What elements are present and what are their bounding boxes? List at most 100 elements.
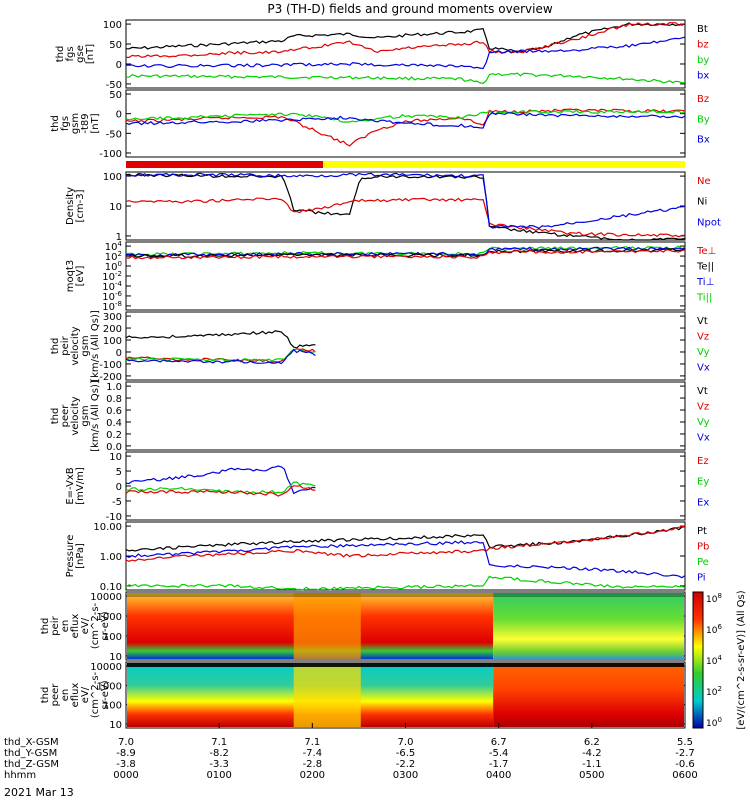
series-line	[126, 22, 686, 53]
colorbar-bar	[692, 591, 704, 729]
legend-entry: bz	[697, 40, 709, 51]
legend-entry: Vx	[697, 433, 710, 444]
y-tick-label: 0.4	[106, 418, 122, 429]
colorbar-label: [eV/(cm^2-s-sr-eV)] (All Qs)	[736, 590, 747, 729]
panel-frame	[125, 521, 686, 591]
y-tick-label: 100	[103, 172, 122, 183]
y-tick-label: 104	[105, 240, 123, 253]
y-tick-label: 10-2	[102, 270, 122, 283]
panels: thdfgsgse[nT]100500-50Btbzbybxthdfgsgsm-…	[40, 19, 721, 731]
legend-entry: Te⊥	[696, 246, 716, 257]
series-line	[126, 36, 686, 70]
x-tick-label: -7.4	[303, 748, 323, 759]
legend-entry: Pt	[697, 526, 707, 537]
legend-entry: Ex	[697, 497, 709, 508]
panel-frame	[125, 451, 686, 521]
y-tick-label: 1.00	[100, 552, 122, 563]
series-line	[125, 525, 686, 562]
panel-ylabel: thdpeerenefluxeV/(cm^2-s-sr-eV)	[40, 671, 111, 718]
legend-entry: Vz	[697, 402, 709, 413]
x-tick-label: -8.9	[116, 748, 136, 759]
series-line	[125, 111, 686, 129]
series-line	[125, 72, 686, 85]
y-tick-label: -100	[99, 360, 122, 371]
series-line	[125, 540, 686, 579]
spectrogram-gap	[127, 663, 684, 667]
panel-ylabel: Density[cm-3]	[65, 187, 86, 225]
y-tick-label: 0.0	[106, 442, 122, 453]
y-tick-label: 0	[116, 110, 122, 121]
panel-ylabel: thdpeirvelocitygsm[km/s (All Qs)]	[50, 310, 101, 382]
panel-frame	[125, 591, 686, 661]
series-line	[125, 172, 686, 241]
series-line	[125, 109, 686, 123]
legend-entry: Te||	[696, 262, 714, 273]
y-tick-label: 10.00	[93, 522, 122, 533]
y-tick-label: 10	[109, 202, 122, 213]
x-tick-label: 0600	[672, 770, 697, 781]
panel-10: thdpeerenefluxeV/(cm^2-s-sr-eV)10000 1000…	[40, 661, 686, 731]
series-line	[126, 21, 686, 58]
series-line	[125, 330, 316, 349]
status-bar-red	[126, 161, 323, 168]
y-tick-label: 10	[109, 652, 122, 663]
colorbar-tick-label: 100	[706, 716, 722, 729]
panel-2: thdfgsgsm-t89[nT] 50 0 -50 -100 Bz By Bx	[50, 89, 710, 160]
series-line	[125, 108, 686, 147]
colorbar: 108 106 104 102 100 [eV/(cm^2-s-sr-eV)] (All …	[692, 590, 747, 730]
series-line	[125, 249, 686, 260]
date-label: 2021 Mar 13	[4, 786, 74, 799]
panel-8: Pressure[nPa] 10.00 1.00 0.10 Pt Pb Pe Pi	[65, 521, 709, 593]
y-tick-label: 0.8	[106, 394, 122, 405]
x-tick-label: 7.0	[398, 737, 414, 748]
x-axis-row-label: thd_X-GSM	[4, 737, 59, 748]
y-tick-label: -200	[99, 372, 122, 383]
x-tick-label: 0300	[393, 770, 418, 781]
x-tick-label: 7.0	[118, 737, 134, 748]
y-tick-label: 300	[103, 312, 122, 323]
y-tick-label: -50	[106, 80, 122, 91]
x-axis-row-label: thd_Z-GSM	[4, 759, 59, 770]
panel-7: E=-VxB[mV/m] 10 5 0 -5 -10 Ez Ey Ex	[65, 451, 709, 523]
legend-entry: by	[697, 55, 709, 66]
legend-entry: Ti⊥	[696, 277, 714, 288]
y-tick-label: 100	[103, 701, 122, 712]
x-tick-label: 7.1	[211, 737, 227, 748]
legend-entry: Vy	[697, 347, 710, 358]
y-tick-label: 0.2	[106, 430, 122, 441]
legend-entry: Ti||	[696, 293, 712, 304]
x-tick-label: -3.3	[209, 759, 229, 770]
legend-entry: Ey	[697, 477, 709, 488]
y-tick-label: 10	[109, 720, 122, 731]
legend-entry: Vz	[697, 332, 709, 343]
panel-ylabel: Pressure[nPa]	[65, 535, 86, 578]
panel-frame	[125, 19, 686, 89]
spectrogram-event	[293, 593, 361, 659]
x-tick-label: 5.5	[677, 737, 693, 748]
y-tick-label: 50	[109, 40, 122, 51]
panel-frame	[125, 381, 686, 451]
spectrogram-gap	[127, 593, 684, 597]
x-tick-label: -1.7	[489, 759, 509, 770]
x-tick-label: 0200	[300, 770, 325, 781]
y-tick-label: 5	[116, 467, 122, 478]
x-tick-label: -8.2	[209, 748, 229, 759]
series-line	[125, 348, 316, 365]
y-tick-label: 102	[105, 250, 122, 263]
legend-entry: Pi	[697, 573, 706, 584]
y-tick-label: 1000	[97, 612, 122, 623]
legend-entry: Vt	[697, 386, 708, 397]
y-tick-label: 10-4	[102, 280, 122, 293]
panel-3: Density[cm-3] 100 10 1 Ne Ni Npot	[65, 171, 721, 243]
panel-6: thdpeervelocitygsm[km/s (All Qs)] 1.00.80…	[50, 380, 710, 453]
y-tick-label: 10	[109, 452, 122, 463]
y-tick-label: -10	[106, 512, 122, 523]
x-tick-label: -2.7	[675, 748, 695, 759]
y-tick-label: 100	[103, 632, 122, 643]
y-tick-label: 100	[103, 336, 122, 347]
series-line	[125, 465, 316, 495]
legend-entry: Npot	[697, 217, 721, 228]
x-tick-label: 7.1	[304, 737, 320, 748]
